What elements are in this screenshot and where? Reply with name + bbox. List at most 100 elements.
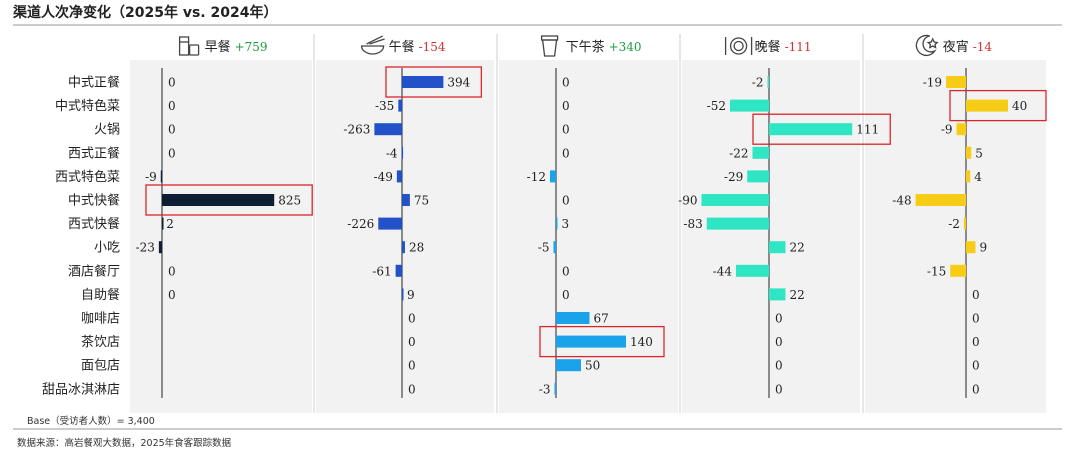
bar bbox=[398, 99, 402, 112]
data-label: 0 bbox=[562, 76, 570, 90]
lunch-bowl-icon bbox=[360, 35, 385, 55]
data-label: 0 bbox=[775, 382, 783, 396]
category-label: 茶饮店 bbox=[81, 334, 120, 350]
data-label: 28 bbox=[409, 241, 424, 255]
panel-header-下午茶: 下午茶 +340 bbox=[540, 35, 642, 57]
bar bbox=[752, 146, 769, 159]
bar bbox=[162, 194, 275, 206]
panel-background bbox=[865, 60, 1046, 413]
panel-total: -14 bbox=[973, 40, 993, 54]
bar bbox=[402, 76, 444, 88]
panel-header-晚餐: 晚餐 -111 bbox=[724, 37, 812, 55]
data-label: 0 bbox=[168, 288, 176, 302]
data-label: 75 bbox=[414, 194, 429, 208]
data-label: 825 bbox=[278, 194, 301, 208]
data-label: 0 bbox=[408, 382, 416, 396]
bar bbox=[401, 146, 404, 159]
bar bbox=[769, 123, 853, 136]
data-label: -90 bbox=[678, 194, 697, 208]
category-label: 中式正餐 bbox=[68, 75, 120, 91]
data-label: 0 bbox=[168, 99, 176, 113]
bar bbox=[553, 241, 556, 254]
data-label: 0 bbox=[972, 382, 980, 396]
bar bbox=[556, 359, 581, 372]
bar bbox=[963, 217, 966, 230]
bar bbox=[915, 194, 966, 206]
moon-star-icon bbox=[915, 34, 939, 57]
panel-header-早餐: 早餐 +759 bbox=[178, 36, 268, 56]
data-label: 0 bbox=[972, 312, 980, 326]
category-label: 西式特色菜 bbox=[55, 169, 120, 185]
bar bbox=[966, 146, 972, 159]
bar bbox=[736, 264, 769, 277]
category-label: 面包店 bbox=[81, 359, 120, 374]
category-labels: 中式正餐中式特色菜火锅西式正餐西式特色菜中式快餐西式快餐小吃酒店餐厅自助餐咖啡店… bbox=[42, 75, 120, 398]
bar bbox=[956, 123, 966, 136]
bar bbox=[747, 170, 769, 183]
category-label: 中式特色菜 bbox=[55, 98, 120, 114]
data-label: -263 bbox=[343, 123, 370, 137]
data-label: 0 bbox=[408, 335, 416, 349]
data-label: 111 bbox=[856, 123, 879, 137]
data-label: -83 bbox=[683, 217, 702, 231]
data-label: 50 bbox=[585, 359, 600, 373]
data-label: 0 bbox=[775, 359, 783, 373]
data-label: 22 bbox=[790, 288, 805, 302]
tea-cup-icon bbox=[540, 35, 559, 57]
highlight-box bbox=[949, 89, 1047, 122]
category-label: 甜品冰淇淋店 bbox=[42, 381, 120, 397]
data-label: 0 bbox=[775, 312, 783, 326]
data-label: 0 bbox=[775, 335, 783, 349]
panel-title: 晚餐 bbox=[755, 39, 781, 55]
category-label: 酒店餐厅 bbox=[68, 263, 120, 279]
data-label: 0 bbox=[408, 312, 416, 326]
data-label: -52 bbox=[707, 99, 726, 113]
bar bbox=[162, 217, 164, 230]
bar bbox=[769, 288, 786, 301]
data-label: 0 bbox=[562, 288, 570, 302]
panel-title: 午餐 bbox=[389, 39, 415, 55]
moon-shape bbox=[915, 34, 936, 57]
data-label: 140 bbox=[630, 335, 653, 349]
data-label: -4 bbox=[386, 146, 398, 160]
star-shape bbox=[926, 37, 939, 49]
highlight-box bbox=[539, 325, 665, 358]
bar bbox=[378, 217, 402, 230]
category-label: 火锅 bbox=[94, 122, 120, 138]
data-label: 0 bbox=[562, 194, 570, 208]
dinner-plate-icon bbox=[724, 37, 753, 55]
data-label: -19 bbox=[923, 76, 942, 90]
data-label: 0 bbox=[562, 146, 570, 160]
bar bbox=[550, 170, 556, 183]
cup-lid-shape bbox=[540, 35, 559, 41]
data-label: 0 bbox=[562, 99, 570, 113]
bar bbox=[966, 241, 976, 254]
data-label: 40 bbox=[1012, 99, 1027, 113]
bar bbox=[160, 170, 163, 183]
panel-header-夜宵: 夜宵 -14 bbox=[915, 34, 993, 57]
data-label: 3 bbox=[562, 217, 570, 231]
data-label: 0 bbox=[972, 359, 980, 373]
bar bbox=[402, 194, 410, 206]
category-label: 西式快餐 bbox=[68, 216, 120, 232]
data-label: 0 bbox=[168, 76, 176, 90]
plate-shape bbox=[729, 37, 748, 55]
data-label: -226 bbox=[347, 217, 374, 231]
bar bbox=[556, 217, 558, 230]
base-note: Base（受访者人数）= 3,400 bbox=[27, 415, 155, 427]
data-label: 4 bbox=[974, 170, 982, 184]
panel-background bbox=[499, 60, 678, 413]
milk-carton-shape bbox=[178, 36, 190, 56]
chopstick-shape bbox=[366, 35, 383, 45]
data-label: -23 bbox=[136, 241, 155, 255]
panel-backgrounds bbox=[130, 34, 1046, 413]
panel-header-午餐: 午餐 -154 bbox=[360, 35, 446, 55]
bar bbox=[950, 264, 966, 277]
cup-shape bbox=[541, 39, 558, 57]
data-label: 67 bbox=[594, 312, 609, 326]
data-label: 0 bbox=[972, 288, 980, 302]
category-label: 中式快餐 bbox=[68, 193, 120, 209]
data-label: 0 bbox=[168, 123, 176, 137]
highlight-box bbox=[145, 184, 313, 216]
